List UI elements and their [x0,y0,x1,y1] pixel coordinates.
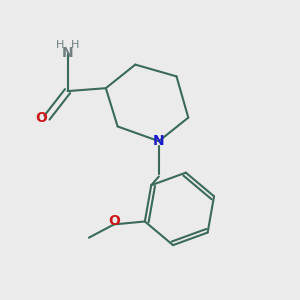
Text: H: H [56,40,64,50]
Text: N: N [153,134,165,148]
Text: H: H [71,40,79,50]
Text: N: N [62,46,74,60]
Text: O: O [36,111,48,124]
Text: O: O [108,214,120,228]
